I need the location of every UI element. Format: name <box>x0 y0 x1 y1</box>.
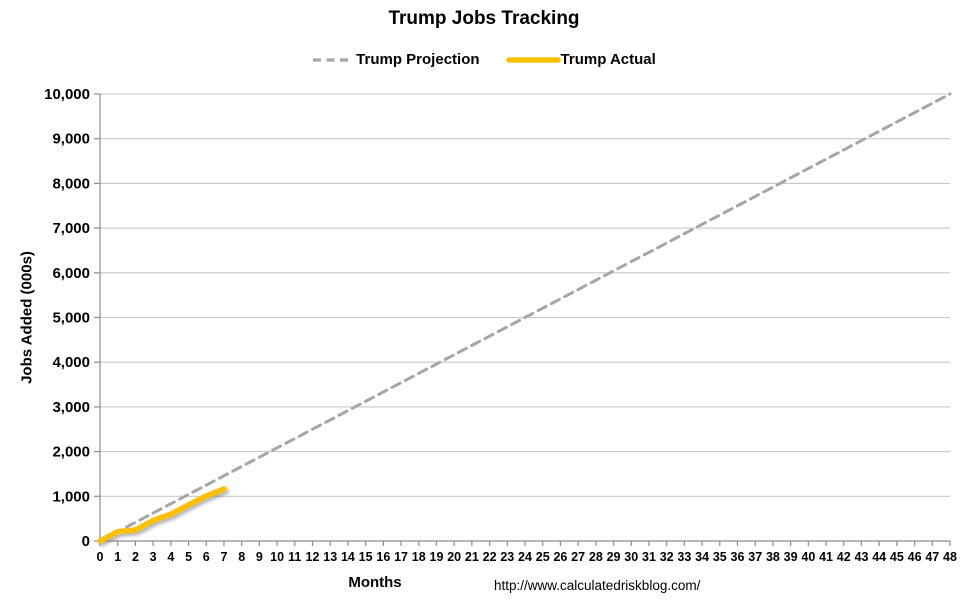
tick-marks <box>94 93 951 546</box>
x-tick-label: 48 <box>943 550 957 564</box>
x-tick-label: 18 <box>412 550 426 564</box>
legend-item-actual: Trump Actual <box>505 51 656 68</box>
x-tick-label: 10 <box>270 550 284 564</box>
x-tick-label: 35 <box>713 550 727 564</box>
y-tick-label: 1,000 <box>52 488 90 505</box>
x-tick-label: 2 <box>132 550 139 564</box>
tick-labels: 0 1,000 2,000 3,000 4,000 5,000 6,000 7,000 8,00… <box>44 86 957 564</box>
x-tick-label: 38 <box>766 550 780 564</box>
x-tick-label: 22 <box>483 550 497 564</box>
x-tick-label: 46 <box>908 550 922 564</box>
legend: Trump Projection Trump Actual <box>0 51 968 68</box>
x-tick-label: 9 <box>256 550 263 564</box>
legend-item-projection: Trump Projection <box>312 51 480 68</box>
x-tick-label: 4 <box>167 550 174 564</box>
x-tick-label: 39 <box>784 550 798 564</box>
y-tick-label: 10,000 <box>44 86 90 103</box>
series-line-actual <box>97 486 227 544</box>
x-tick-label: 43 <box>855 550 869 564</box>
x-tick-label: 16 <box>376 550 390 564</box>
y-tick-label: 0 <box>82 533 90 550</box>
x-tick-label: 36 <box>731 550 745 564</box>
x-tick-label: 5 <box>185 550 192 564</box>
projection-dashed-line-swatch <box>313 57 349 62</box>
x-tick-label: 41 <box>819 550 833 564</box>
x-tick-label: 26 <box>553 550 567 564</box>
x-tick-label: 44 <box>872 550 886 564</box>
x-tick-label: 45 <box>890 550 904 564</box>
x-tick-label: 17 <box>394 550 408 564</box>
y-tick-label: 7,000 <box>52 220 90 237</box>
x-tick-label: 30 <box>624 550 638 564</box>
legend-label-actual: Trump Actual <box>560 51 656 68</box>
x-tick-label: 28 <box>589 550 603 564</box>
source-url: http://www.calculatedriskblog.com/ <box>494 578 701 593</box>
chart-title: Trump Jobs Tracking <box>388 8 580 29</box>
x-tick-label: 3 <box>150 550 157 564</box>
x-tick-label: 6 <box>203 550 210 564</box>
gridlines <box>100 93 950 497</box>
legend-label-projection: Trump Projection <box>356 51 480 68</box>
x-tick-label: 1 <box>114 550 121 564</box>
x-tick-label: 27 <box>571 550 585 564</box>
x-tick-label: 11 <box>288 550 301 564</box>
x-tick-label: 37 <box>748 550 762 564</box>
y-tick-label: 2,000 <box>52 444 90 461</box>
x-tick-label: 12 <box>306 550 320 564</box>
y-tick-label: 3,000 <box>52 399 90 416</box>
y-tick-label: 9,000 <box>52 131 90 148</box>
x-axis-title: Months <box>348 574 402 591</box>
x-tick-label: 40 <box>801 550 815 564</box>
x-tick-label: 13 <box>323 550 337 564</box>
x-tick-label: 0 <box>97 550 104 564</box>
x-tick-label: 23 <box>500 550 514 564</box>
y-tick-label: 6,000 <box>52 265 90 282</box>
y-tick-label: 4,000 <box>52 354 90 371</box>
x-tick-label: 21 <box>465 550 479 564</box>
x-tick-label: 25 <box>536 550 550 564</box>
x-tick-label: 8 <box>238 550 245 564</box>
x-tick-label: 20 <box>447 550 461 564</box>
x-tick-label: 24 <box>518 550 532 564</box>
x-tick-label: 47 <box>925 550 939 564</box>
x-tick-label: 32 <box>660 550 674 564</box>
x-tick-label: 34 <box>695 550 709 564</box>
x-tick-label: 33 <box>677 550 691 564</box>
series-lines <box>97 92 952 544</box>
y-tick-label: 8,000 <box>52 175 90 192</box>
y-tick-label: 5,000 <box>52 310 90 327</box>
x-tick-label: 7 <box>220 550 227 564</box>
x-tick-label: 19 <box>430 550 444 564</box>
series-line-projection <box>98 92 952 543</box>
actual-line-swatch <box>505 56 561 63</box>
x-tick-label: 15 <box>359 550 373 564</box>
x-tick-label: 31 <box>642 550 656 564</box>
y-axis-title: Jobs Added (000s) <box>18 251 36 384</box>
x-tick-label: 14 <box>341 550 355 564</box>
x-tick-label: 29 <box>607 550 621 564</box>
x-tick-label: 42 <box>837 550 851 564</box>
